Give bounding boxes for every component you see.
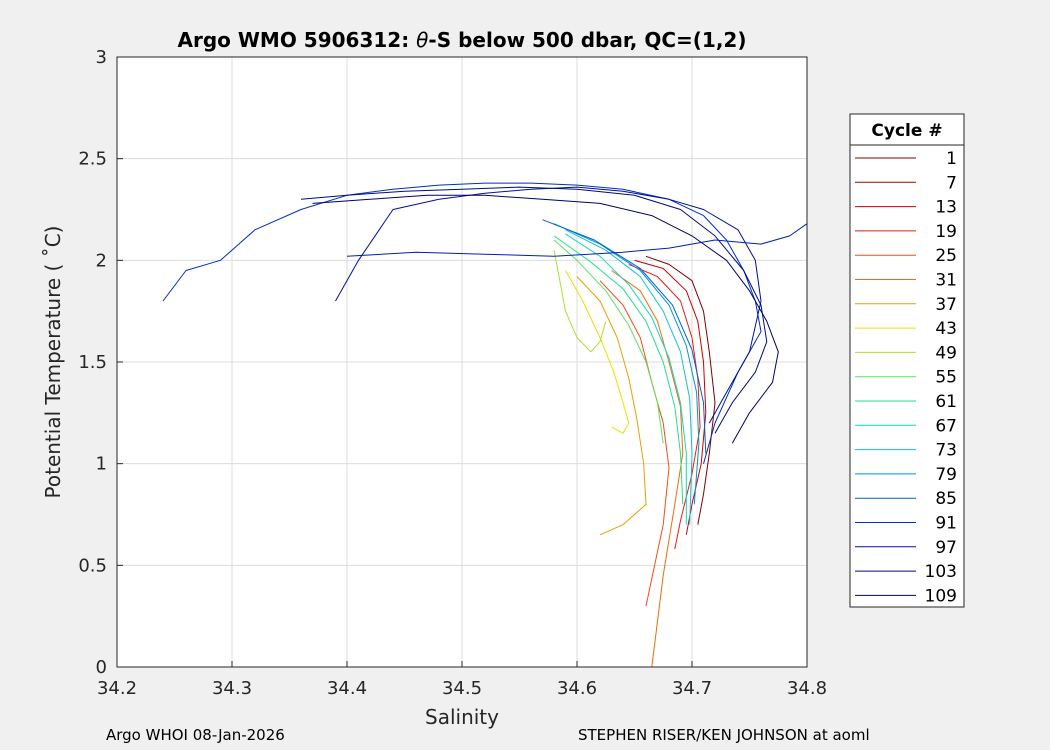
x-tick-label: 34.2 <box>97 678 137 699</box>
legend-label: 85 <box>935 489 957 509</box>
legend-label: 55 <box>935 368 957 388</box>
y-tick-label: 1 <box>96 454 107 475</box>
tick-labels: 34.2 34.3 34.4 34.5 34.6 34.7 34.8 0 0.5 1 1.5 2 2.5… <box>78 47 827 699</box>
legend-label: 1 <box>946 149 957 169</box>
legend-label: 61 <box>935 392 957 412</box>
title-suffix: -S below 500 dbar, QC=(1,2) <box>428 28 746 52</box>
y-tick-label: 2 <box>96 250 107 271</box>
series-line-17 <box>312 194 779 444</box>
chart-title: Argo WMO 5906312: θ-S below 500 dbar, QC… <box>178 28 747 52</box>
legend-label: 25 <box>935 246 957 266</box>
legend-label: 103 <box>925 562 957 582</box>
title-prefix: Argo WMO 5906312: <box>178 28 417 52</box>
series-line-10 <box>565 233 687 525</box>
legend-label: 79 <box>935 465 957 485</box>
legend-label: 109 <box>925 586 957 606</box>
series-line-7 <box>553 250 607 353</box>
y-tick-label: 0.5 <box>78 555 107 576</box>
series-line-18 <box>346 223 808 257</box>
x-axis-label: Salinity <box>425 705 499 729</box>
legend-label: 49 <box>935 343 957 363</box>
legend-title: Cycle # <box>871 121 942 141</box>
y-axis-label: Potential Temperature ( ˚C) <box>41 226 65 499</box>
x-tick-label: 34.8 <box>787 678 827 699</box>
legend-label: 67 <box>935 416 957 436</box>
series-line-13 <box>542 219 707 454</box>
series-layer <box>162 182 808 668</box>
legend-label: 31 <box>935 271 957 291</box>
title-theta-symbol: θ <box>416 28 428 52</box>
y-tick-label: 3 <box>96 47 107 68</box>
legend-entries: 1 7 13 19 25 31 37 43 49 55 61 67 73 79 85 91 97 103 109 <box>855 149 957 606</box>
legend-label: 91 <box>935 514 957 534</box>
series-line-9 <box>553 235 684 505</box>
series-line-12 <box>553 223 700 505</box>
legend: Cycle # 1 7 13 19 25 31 37 43 49 55 61 67 73 79 85 91 97… <box>849 113 965 608</box>
legend-label: 7 <box>946 173 957 193</box>
legend-label: 37 <box>935 295 957 315</box>
series-line-15 <box>335 186 762 424</box>
x-tick-label: 34.5 <box>442 678 482 699</box>
footer-right: STEPHEN RISER/KEN JOHNSON at aoml <box>578 726 870 744</box>
legend-box <box>849 113 965 608</box>
y-tick-label: 0 <box>96 657 107 678</box>
x-tick-label: 34.3 <box>212 678 252 699</box>
x-tick-label: 34.6 <box>557 678 597 699</box>
legend-label: 13 <box>935 198 957 218</box>
series-line-6 <box>565 270 630 434</box>
footer-left: Argo WHOI 08-Jan-2026 <box>106 726 285 744</box>
series-line-16 <box>300 186 768 434</box>
legend-label: 97 <box>935 538 957 558</box>
series-line-0 <box>645 255 716 525</box>
legend-label: 73 <box>935 441 957 461</box>
y-tick-label: 1.5 <box>78 352 107 373</box>
series-line-11 <box>565 229 693 525</box>
legend-label: 43 <box>935 319 957 339</box>
x-tick-label: 34.7 <box>672 678 712 699</box>
series-line-14 <box>162 182 762 464</box>
series-line-5 <box>576 276 647 536</box>
x-tick-label: 34.4 <box>327 678 367 699</box>
series-line-8 <box>553 239 664 444</box>
legend-label: 19 <box>935 222 957 242</box>
y-tick-label: 2.5 <box>78 149 107 170</box>
